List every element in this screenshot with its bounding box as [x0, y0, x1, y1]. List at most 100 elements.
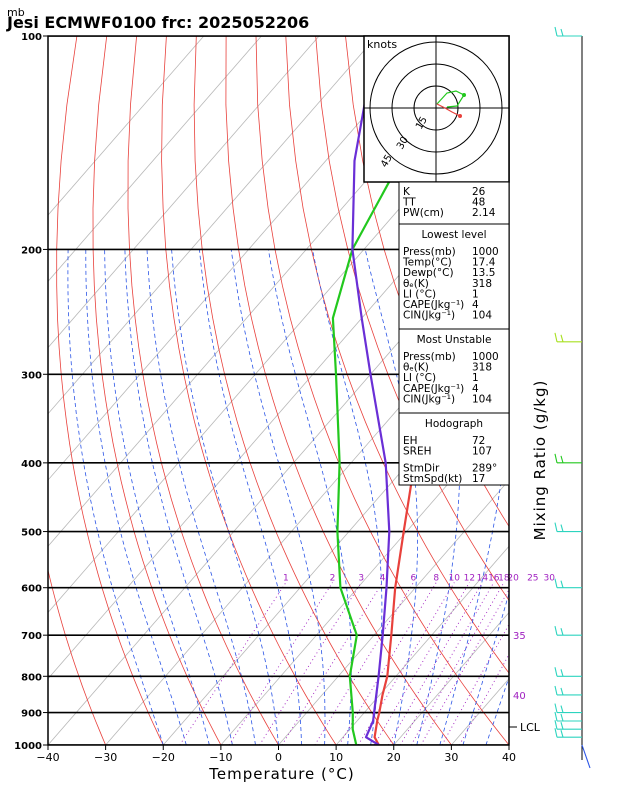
wind-barb — [554, 703, 582, 714]
wind-barb-flag — [560, 669, 564, 677]
lcl-label: LCL — [520, 721, 541, 734]
index-value: 4 — [472, 383, 479, 395]
moist-adiabat-line — [104, 249, 210, 745]
wind-barb-flag — [560, 524, 564, 532]
index-value: 72 — [472, 435, 485, 447]
mixing-ratio-label: 10 — [449, 574, 461, 584]
index-value: 1000 — [472, 351, 499, 363]
mixing-ratio-label: 25 — [527, 574, 538, 584]
index-label: TT — [402, 197, 416, 209]
mixing-ratio-label: 14 — [477, 574, 489, 584]
isotherm-line — [48, 36, 205, 216]
index-value: 48 — [472, 197, 485, 209]
wind-barb — [554, 332, 582, 343]
storm-motion-trace — [436, 103, 461, 117]
index-label: StmSpd(kt) — [403, 473, 462, 485]
index-label: Press(mb) — [403, 351, 456, 363]
wind-barb-flag — [560, 455, 564, 464]
x-axis-label: Temperature (°C) — [208, 765, 354, 783]
temperature-tick-label: 0 — [275, 751, 282, 764]
mixing-ratio-label: 4 — [380, 574, 386, 584]
temperature-tick-label: −30 — [94, 751, 117, 764]
wind-barb — [554, 26, 582, 37]
wind-barb — [554, 578, 582, 589]
indices-box — [398, 412, 510, 486]
wind-barb-flag — [554, 522, 558, 532]
wind-barb-flag — [554, 453, 558, 463]
index-label: EH — [403, 435, 418, 447]
wind-barb-flag — [554, 626, 558, 636]
hodograph-trace — [436, 90, 465, 108]
indices-header: Most Unstable — [417, 334, 492, 346]
temperature-tick-label: 30 — [444, 751, 458, 764]
theta-e-label: 40 — [513, 691, 526, 702]
pressure-tick-label: 1000 — [14, 741, 42, 752]
index-label: LI (°C) — [403, 372, 436, 384]
dry-adiabat-line — [555, 36, 618, 745]
hodograph: knots 15 30 45 — [363, 35, 510, 183]
mixing-ratio-label: 6 — [411, 574, 417, 584]
moist-adiabat-line — [364, 249, 419, 745]
index-value: 104 — [472, 310, 492, 322]
index-label: θₑ(K) — [403, 362, 429, 374]
isotherm-line — [48, 36, 262, 282]
index-value: 17.4 — [472, 257, 496, 269]
isotherm-line — [393, 611, 509, 745]
dry-adiabat-line — [193, 36, 395, 745]
mixing-ratio-line — [441, 623, 509, 745]
indices-box — [398, 223, 510, 330]
isotherm-line — [567, 36, 618, 745]
lcl-marker: LCL — [509, 721, 541, 734]
wind-barbs — [554, 26, 591, 769]
moist-adiabat-line — [67, 249, 164, 745]
dry-adiabat-line — [285, 36, 509, 674]
moist-adiabat-line — [508, 743, 509, 745]
index-value: 107 — [472, 446, 492, 458]
mixing-ratio-line — [420, 588, 509, 745]
wind-barb-flag — [560, 580, 564, 588]
mixing-ratio-line — [281, 582, 383, 745]
index-label: CIN(Jkg⁻¹) — [403, 310, 455, 322]
index-value: 318 — [472, 362, 492, 374]
isotherm-line — [48, 214, 509, 745]
moist-adiabat-line — [85, 249, 187, 745]
index-value: 318 — [472, 278, 492, 290]
index-value: 1 — [472, 372, 479, 384]
index-value: 26 — [472, 186, 486, 198]
temperature-tick-label: −20 — [152, 751, 175, 764]
wind-barb-flag — [560, 687, 564, 696]
indices-header: Hodograph — [425, 418, 483, 430]
moist-adiabat-line — [171, 249, 279, 745]
index-label: Temp(°C) — [402, 257, 452, 269]
temperature-tick-label: 40 — [502, 751, 516, 764]
moist-adiabat-line — [146, 249, 256, 745]
pressure-unit-label: mb — [7, 6, 25, 19]
temperature-tick-label: 20 — [387, 751, 401, 764]
index-label: StmDir — [403, 463, 440, 475]
wind-barb — [554, 685, 582, 696]
pressure-tick-label: 800 — [21, 672, 42, 683]
isotherm-line — [278, 479, 509, 745]
wind-barb — [554, 728, 582, 738]
mixing-ratio-label: 20 — [507, 574, 519, 584]
index-label: LI (°C) — [403, 288, 436, 300]
wind-barb — [554, 453, 582, 464]
surface-wind-barb — [581, 744, 591, 769]
index-value: 4 — [472, 299, 479, 311]
index-label: CIN(Jkg⁻¹) — [403, 393, 455, 405]
isotherm-line — [48, 36, 435, 481]
wind-barb-flag — [560, 628, 564, 636]
pressure-tick-label: 600 — [21, 584, 42, 595]
wind-barb — [554, 626, 582, 636]
wind-barb — [554, 667, 582, 677]
moist-adiabat-line — [230, 249, 326, 745]
mixing-ratio-label: 30 — [543, 574, 555, 584]
pressure-tick-label: 500 — [21, 528, 42, 539]
index-label: K — [403, 186, 411, 198]
wind-barb-flag — [554, 720, 558, 730]
moist-adiabat-line — [416, 249, 461, 745]
wind-barb-flag — [560, 334, 564, 342]
series-line-parcel — [351, 36, 391, 745]
indices-box — [398, 181, 510, 225]
